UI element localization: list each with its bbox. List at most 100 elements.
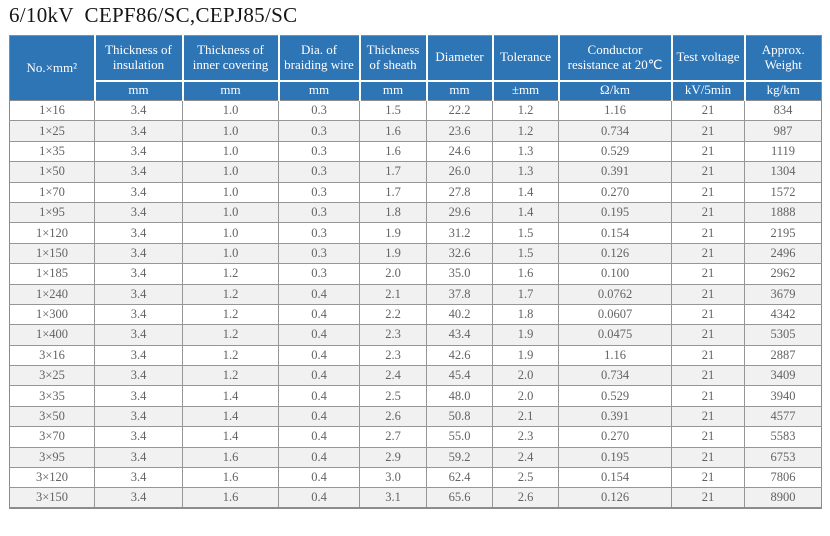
cell-approx-weight: 1119 bbox=[744, 140, 822, 163]
cell-insulation-thickness: 3.4 bbox=[94, 385, 183, 407]
table-row: 1×50 3.4 1.0 0.3 1.7 26.0 1.3 0.391 21 1304 bbox=[9, 161, 822, 183]
cell-sheath-thickness: 1.8 bbox=[359, 201, 427, 224]
row-spec: 1×70 bbox=[9, 181, 95, 203]
cell-inner-covering-thickness: 1.0 bbox=[182, 201, 279, 224]
cell-insulation-thickness: 3.4 bbox=[94, 303, 183, 326]
row-spec: 3×35 bbox=[9, 385, 95, 407]
cell-inner-covering-thickness: 1.6 bbox=[182, 467, 279, 489]
cell-conductor-resistance: 0.154 bbox=[558, 222, 672, 244]
cell-approx-weight: 1304 bbox=[744, 161, 822, 183]
cell-test-voltage: 21 bbox=[671, 181, 745, 203]
cell-conductor-resistance: 0.100 bbox=[558, 263, 672, 285]
cell-test-voltage: 21 bbox=[671, 263, 745, 285]
cell-insulation-thickness: 3.4 bbox=[94, 242, 183, 265]
col-unit-approx-weight: kg/km bbox=[743, 79, 822, 101]
table-row: 3×95 3.4 1.6 0.4 2.9 59.2 2.4 0.195 21 6753 bbox=[9, 446, 822, 469]
cell-sheath-thickness: 2.2 bbox=[359, 303, 427, 326]
cell-tolerance: 2.1 bbox=[492, 405, 559, 428]
cell-sheath-thickness: 1.7 bbox=[359, 181, 427, 203]
row-spec: 3×25 bbox=[9, 365, 95, 387]
cell-diameter: 48.0 bbox=[426, 385, 493, 407]
cell-diameter: 40.2 bbox=[426, 303, 493, 326]
cell-insulation-thickness: 3.4 bbox=[94, 365, 183, 387]
cell-test-voltage: 21 bbox=[671, 446, 745, 469]
col-header-test-voltage: Test voltage bbox=[670, 35, 746, 82]
cell-conductor-resistance: 0.270 bbox=[558, 181, 672, 203]
cell-tolerance: 1.2 bbox=[492, 99, 559, 122]
cell-approx-weight: 1572 bbox=[744, 181, 822, 203]
cell-inner-covering-thickness: 1.2 bbox=[182, 365, 279, 387]
cell-braiding-wire-dia: 0.4 bbox=[278, 426, 360, 448]
cell-diameter: 65.6 bbox=[426, 487, 493, 510]
cell-inner-covering-thickness: 1.4 bbox=[182, 426, 279, 448]
cell-diameter: 50.8 bbox=[426, 405, 493, 428]
cell-braiding-wire-dia: 0.3 bbox=[278, 161, 360, 183]
table-row: 1×240 3.4 1.2 0.4 2.1 37.8 1.7 0.0762 21 3679 bbox=[9, 283, 822, 305]
cell-inner-covering-thickness: 1.6 bbox=[182, 446, 279, 469]
cell-approx-weight: 1888 bbox=[744, 201, 822, 224]
cell-approx-weight: 2962 bbox=[744, 263, 822, 285]
row-spec: 1×300 bbox=[9, 303, 95, 326]
table-row: 1×70 3.4 1.0 0.3 1.7 27.8 1.4 0.270 21 1572 bbox=[9, 181, 822, 203]
row-spec: 3×70 bbox=[9, 426, 95, 448]
cell-sheath-thickness: 1.6 bbox=[359, 140, 427, 163]
cell-approx-weight: 2496 bbox=[744, 242, 822, 265]
cell-conductor-resistance: 0.0762 bbox=[558, 283, 672, 305]
table-row: 3×120 3.4 1.6 0.4 3.0 62.4 2.5 0.154 21 7806 bbox=[9, 467, 822, 489]
col-header-insulation-thickness: Thickness of insulation bbox=[93, 35, 184, 82]
cell-diameter: 32.6 bbox=[426, 242, 493, 265]
cell-insulation-thickness: 3.4 bbox=[94, 446, 183, 469]
cell-braiding-wire-dia: 0.3 bbox=[278, 120, 360, 142]
table-row: 3×70 3.4 1.4 0.4 2.7 55.0 2.3 0.270 21 5583 bbox=[9, 426, 822, 448]
cell-sheath-thickness: 1.9 bbox=[359, 222, 427, 244]
table-row: 3×50 3.4 1.4 0.4 2.6 50.8 2.1 0.391 21 4577 bbox=[9, 405, 822, 428]
cell-insulation-thickness: 3.4 bbox=[94, 161, 183, 183]
cell-conductor-resistance: 0.391 bbox=[558, 161, 672, 183]
cell-insulation-thickness: 3.4 bbox=[94, 344, 183, 367]
cell-inner-covering-thickness: 1.4 bbox=[182, 385, 279, 407]
cell-conductor-resistance: 0.195 bbox=[558, 201, 672, 224]
cell-braiding-wire-dia: 0.3 bbox=[278, 242, 360, 265]
cell-insulation-thickness: 3.4 bbox=[94, 467, 183, 489]
cell-sheath-thickness: 1.5 bbox=[359, 99, 427, 122]
cell-inner-covering-thickness: 1.2 bbox=[182, 324, 279, 346]
row-spec: 1×150 bbox=[9, 242, 95, 265]
cell-diameter: 59.2 bbox=[426, 446, 493, 469]
cell-insulation-thickness: 3.4 bbox=[94, 426, 183, 448]
cell-inner-covering-thickness: 1.6 bbox=[182, 487, 279, 510]
cell-diameter: 27.8 bbox=[426, 181, 493, 203]
cell-diameter: 42.6 bbox=[426, 344, 493, 367]
cell-braiding-wire-dia: 0.3 bbox=[278, 99, 360, 122]
cell-inner-covering-thickness: 1.0 bbox=[182, 181, 279, 203]
cell-diameter: 24.6 bbox=[426, 140, 493, 163]
row-spec: 3×150 bbox=[9, 487, 95, 510]
row-spec: 1×240 bbox=[9, 283, 95, 305]
cell-test-voltage: 21 bbox=[671, 201, 745, 224]
cell-sheath-thickness: 2.3 bbox=[359, 344, 427, 367]
cell-inner-covering-thickness: 1.0 bbox=[182, 140, 279, 163]
cell-braiding-wire-dia: 0.4 bbox=[278, 303, 360, 326]
cell-braiding-wire-dia: 0.3 bbox=[278, 201, 360, 224]
cell-braiding-wire-dia: 0.4 bbox=[278, 365, 360, 387]
cell-braiding-wire-dia: 0.4 bbox=[278, 405, 360, 428]
cell-approx-weight: 7806 bbox=[744, 467, 822, 489]
cell-insulation-thickness: 3.4 bbox=[94, 99, 183, 122]
cell-sheath-thickness: 2.3 bbox=[359, 324, 427, 346]
row-spec: 1×35 bbox=[9, 140, 95, 163]
cell-braiding-wire-dia: 0.4 bbox=[278, 344, 360, 367]
cell-diameter: 29.6 bbox=[426, 201, 493, 224]
col-unit-sheath-thickness: mm bbox=[358, 79, 428, 101]
cell-test-voltage: 21 bbox=[671, 385, 745, 407]
cell-diameter: 55.0 bbox=[426, 426, 493, 448]
cell-conductor-resistance: 0.0475 bbox=[558, 324, 672, 346]
cell-braiding-wire-dia: 0.3 bbox=[278, 263, 360, 285]
cell-approx-weight: 4577 bbox=[744, 405, 822, 428]
table-row: 3×16 3.4 1.2 0.4 2.3 42.6 1.9 1.16 21 2887 bbox=[9, 344, 822, 367]
cell-approx-weight: 3679 bbox=[744, 283, 822, 305]
col-unit-diameter: mm bbox=[425, 79, 494, 101]
cell-diameter: 26.0 bbox=[426, 161, 493, 183]
cell-conductor-resistance: 1.16 bbox=[558, 99, 672, 122]
cell-conductor-resistance: 1.16 bbox=[558, 344, 672, 367]
cell-approx-weight: 8900 bbox=[744, 487, 822, 510]
cell-insulation-thickness: 3.4 bbox=[94, 324, 183, 346]
